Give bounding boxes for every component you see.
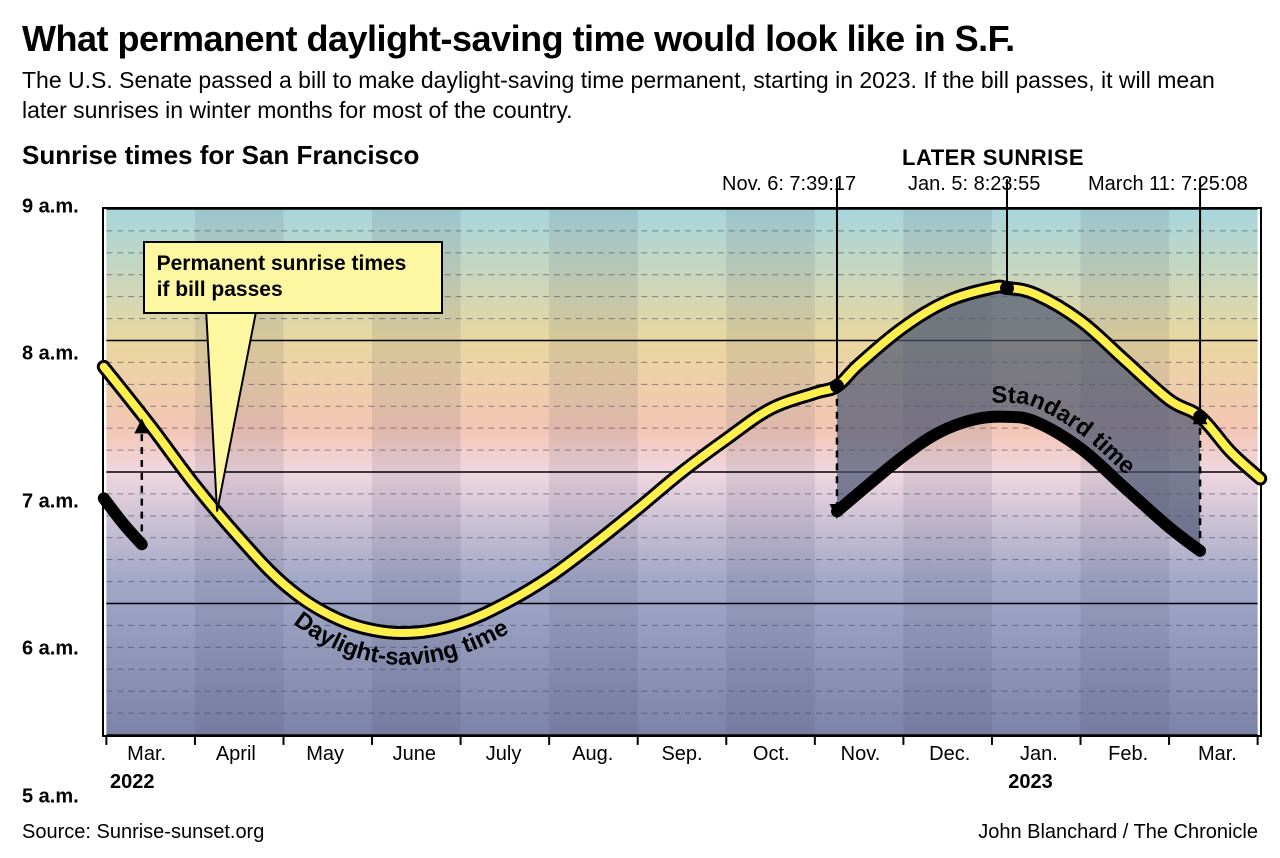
- x-month-label: July: [459, 737, 548, 766]
- x-month-label: Dec.: [905, 737, 994, 766]
- callout-box: Permanent sunrise times if bill passes: [143, 241, 443, 314]
- source-text: Source: Sunrise-sunset.org: [22, 821, 264, 844]
- y-label: 5 a.m.: [22, 785, 79, 808]
- annotation-mar: March 11: 7:25:08: [1088, 173, 1248, 196]
- x-month-label: Nov.: [816, 737, 905, 766]
- x-axis-labels: Mar.AprilMayJuneJulyAug.Sep.Oct.Nov.Dec.…: [102, 737, 1262, 766]
- credit-text: John Blanchard / The Chronicle: [978, 821, 1258, 844]
- chart-footer: Source: Sunrise-sunset.org John Blanchar…: [22, 821, 1258, 844]
- x-year-2023: 2023: [1008, 771, 1053, 794]
- y-label: 7 a.m.: [22, 490, 79, 513]
- later-sunrise-heading: LATER SUNRISE: [902, 145, 1084, 171]
- y-label: 6 a.m.: [22, 638, 79, 661]
- x-year-2022: 2022: [110, 771, 155, 794]
- x-month-label: Oct.: [727, 737, 816, 766]
- page-headline: What permanent daylight-saving time woul…: [22, 18, 1258, 60]
- x-month-label: Mar.: [1173, 737, 1262, 766]
- y-axis-labels: 9 a.m. 8 a.m. 7 a.m. 6 a.m. 5 a.m.: [22, 207, 100, 797]
- chart-container: LATER SUNRISE Nov. 6: 7:39:17 Jan. 5: 8:…: [22, 207, 1258, 797]
- callout-line2: if bill passes: [157, 277, 429, 303]
- annotation-jan: Jan. 5: 8:23:55: [908, 173, 1040, 196]
- x-month-label: June: [370, 737, 459, 766]
- page-subhead: The U.S. Senate passed a bill to make da…: [22, 66, 1222, 126]
- chart-title: Sunrise times for San Francisco: [22, 140, 419, 171]
- y-label: 8 a.m.: [22, 343, 79, 366]
- x-month-label: Feb.: [1084, 737, 1173, 766]
- callout-line1: Permanent sunrise times: [157, 251, 429, 277]
- x-month-label: Mar.: [102, 737, 191, 766]
- x-month-label: Jan.: [994, 737, 1083, 766]
- x-month-label: April: [191, 737, 280, 766]
- y-label: 9 a.m.: [22, 195, 79, 218]
- x-month-label: May: [280, 737, 369, 766]
- x-month-label: Aug.: [548, 737, 637, 766]
- x-month-label: Sep.: [637, 737, 726, 766]
